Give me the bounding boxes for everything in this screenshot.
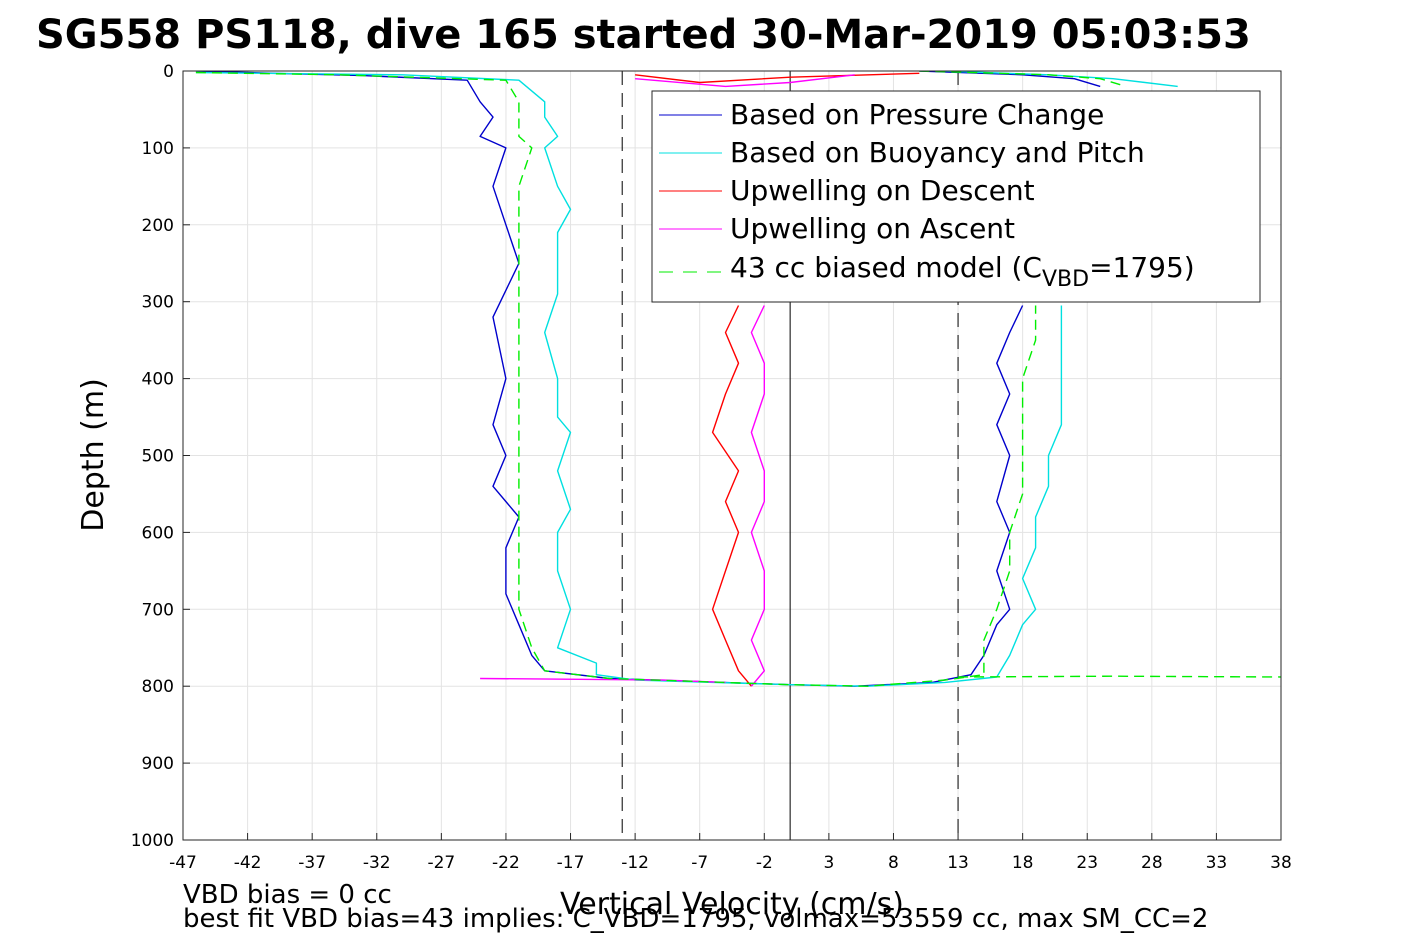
series-line: [635, 74, 855, 88]
x-tick-label: -12: [621, 853, 649, 873]
y-tick-label: 700: [142, 600, 174, 620]
y-tick-label: 600: [142, 523, 174, 543]
y-tick-label: 900: [142, 754, 174, 774]
legend: Based on Pressure Change Based on Buoyan…: [651, 90, 1261, 303]
legend-box: [651, 90, 1261, 303]
x-tick-label: 3: [823, 853, 834, 873]
vbd-bias-note: VBD bias = 0 cc: [183, 880, 392, 910]
series-lines: [195, 71, 1281, 687]
x-tick-label: -37: [298, 853, 326, 873]
chart-title: SG558 PS118, dive 165 started 30-Mar-201…: [36, 12, 1251, 58]
series-4: [195, 71, 1281, 687]
y-axis-ticks: 0 100 200 300 400 500 600 700 800 900 1000: [131, 62, 190, 851]
legend-label-ascent: Upwelling on Ascent: [730, 212, 1015, 245]
series-line: [750, 305, 765, 687]
legend-label-model-suffix: =1795): [1089, 251, 1195, 284]
x-tick-label: 28: [1141, 853, 1163, 873]
x-tick-label: -27: [427, 853, 455, 873]
x-tick-label: -47: [169, 853, 197, 873]
series-line: [958, 675, 1281, 678]
legend-label-model-subscript: VBD: [1042, 267, 1089, 292]
y-tick-label: 300: [142, 293, 174, 313]
y-tick-label: 200: [142, 216, 174, 236]
legend-label-pressure: Based on Pressure Change: [730, 98, 1104, 131]
series-line: [195, 71, 1063, 687]
x-tick-label: -2: [756, 853, 773, 873]
x-tick-label: 23: [1076, 853, 1098, 873]
series-line: [711, 305, 752, 687]
legend-label-model: 43 cc biased model (CVBD=1795): [730, 251, 1195, 292]
x-tick-label: -32: [363, 853, 391, 873]
x-tick-label: 38: [1270, 853, 1292, 873]
y-tick-label: 0: [163, 62, 174, 82]
series-line: [195, 71, 1024, 687]
x-tick-label: 8: [888, 853, 899, 873]
x-tick-label: -42: [234, 853, 262, 873]
legend-label-descent: Upwelling on Descent: [730, 174, 1035, 207]
y-axis-label: Depth (m): [76, 378, 111, 532]
series-line: [195, 71, 1037, 687]
x-axis-ticks: -47 -42 -37 -32 -27 -22 -17 -12 -7 -2 3 8 13 18 23 28 33…: [169, 833, 1292, 873]
series-line: [919, 71, 1127, 88]
y-tick-label: 100: [142, 139, 174, 159]
y-tick-label: 500: [142, 447, 174, 467]
y-tick-label: 400: [142, 370, 174, 390]
best-fit-note: best fit VBD bias=43 implies: C_VBD=1795…: [183, 904, 1208, 934]
y-tick-label: 800: [142, 677, 174, 697]
x-tick-label: -7: [691, 853, 708, 873]
x-axis-label: Vertical Velocity (cm/s): [560, 887, 904, 922]
legend-label-model-prefix: 43 cc biased model (C: [730, 251, 1042, 284]
x-tick-label: -22: [492, 853, 520, 873]
x-tick-label: -17: [557, 853, 585, 873]
y-tick-label: 1000: [131, 831, 174, 851]
x-tick-label: 33: [1206, 853, 1228, 873]
x-tick-label: 13: [947, 853, 969, 873]
legend-label-buoyancy: Based on Buoyancy and Pitch: [730, 136, 1145, 169]
x-tick-label: 18: [1012, 853, 1034, 873]
